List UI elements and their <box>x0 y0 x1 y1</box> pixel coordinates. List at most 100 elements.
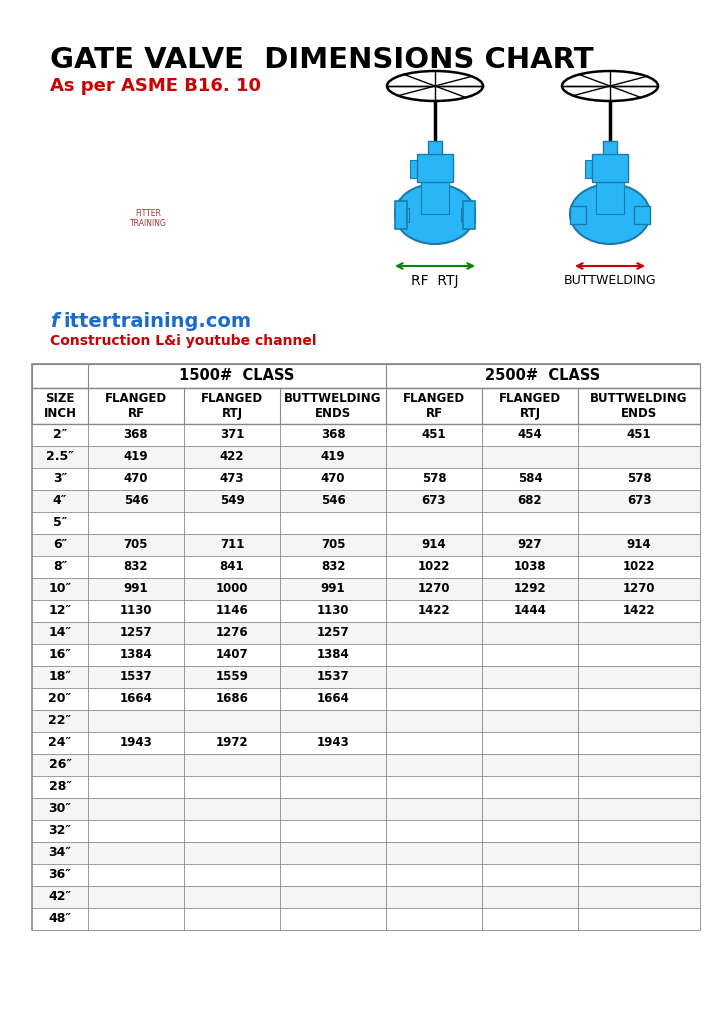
Bar <box>32 468 700 490</box>
Bar <box>603 141 617 156</box>
Text: 34″: 34″ <box>49 847 72 859</box>
Text: 1664: 1664 <box>119 692 153 706</box>
Text: 371: 371 <box>220 428 244 441</box>
Text: 20″: 20″ <box>49 692 72 706</box>
Text: 1537: 1537 <box>316 671 349 683</box>
Text: 705: 705 <box>321 539 345 552</box>
Bar <box>32 864 700 886</box>
Bar <box>32 754 700 776</box>
Bar <box>410 160 417 178</box>
Text: 473: 473 <box>220 472 244 485</box>
Text: 454: 454 <box>518 428 542 441</box>
Text: 10″: 10″ <box>49 583 72 596</box>
Text: BUTTWELDING: BUTTWELDING <box>564 274 657 287</box>
Text: 546: 546 <box>124 495 148 508</box>
Text: 841: 841 <box>219 560 244 573</box>
Text: ittertraining.com: ittertraining.com <box>63 312 251 331</box>
Bar <box>395 201 407 229</box>
Text: 914: 914 <box>627 539 652 552</box>
Text: 422: 422 <box>220 451 244 464</box>
Text: 28″: 28″ <box>49 780 72 794</box>
Text: FITTER
TRAINING: FITTER TRAINING <box>130 209 167 228</box>
Text: 991: 991 <box>321 583 345 596</box>
Text: As per ASME B16. 10: As per ASME B16. 10 <box>50 77 261 95</box>
Text: 451: 451 <box>421 428 446 441</box>
Text: 26″: 26″ <box>49 759 72 771</box>
Text: 1146: 1146 <box>216 604 248 617</box>
Text: 5″: 5″ <box>53 516 67 529</box>
Text: 32″: 32″ <box>49 824 72 838</box>
Text: 1130: 1130 <box>119 604 152 617</box>
Text: 48″: 48″ <box>49 912 72 926</box>
Bar <box>32 388 700 424</box>
Text: 4″: 4″ <box>53 495 67 508</box>
Text: 36″: 36″ <box>49 868 72 882</box>
Ellipse shape <box>570 184 650 244</box>
Text: 2500#  CLASS: 2500# CLASS <box>485 369 601 384</box>
Bar <box>32 424 700 446</box>
Text: 368: 368 <box>321 428 345 441</box>
Text: 1257: 1257 <box>316 627 349 640</box>
Bar <box>428 141 442 156</box>
Text: 991: 991 <box>124 583 148 596</box>
Text: 832: 832 <box>124 560 148 573</box>
Text: 470: 470 <box>321 472 345 485</box>
Text: 368: 368 <box>124 428 148 441</box>
Bar <box>32 842 700 864</box>
Bar <box>32 600 700 622</box>
Text: FLANGED
RTJ: FLANGED RTJ <box>499 392 561 420</box>
Bar <box>32 578 700 600</box>
Text: 1257: 1257 <box>119 627 152 640</box>
Text: 711: 711 <box>220 539 244 552</box>
Bar <box>32 776 700 798</box>
Bar <box>395 208 409 222</box>
Text: 673: 673 <box>627 495 652 508</box>
Text: 1686: 1686 <box>216 692 248 706</box>
Text: 1270: 1270 <box>418 583 450 596</box>
Bar <box>446 160 453 178</box>
Text: 1276: 1276 <box>216 627 248 640</box>
Text: 30″: 30″ <box>49 803 72 815</box>
Text: 914: 914 <box>421 539 446 552</box>
Text: 8″: 8″ <box>53 560 67 573</box>
Text: 1422: 1422 <box>418 604 450 617</box>
Bar <box>32 364 700 388</box>
Text: 42″: 42″ <box>49 891 72 903</box>
Text: 705: 705 <box>124 539 148 552</box>
Text: 470: 470 <box>124 472 148 485</box>
Text: Construction L&i youtube channel: Construction L&i youtube channel <box>50 334 316 348</box>
Bar <box>32 820 700 842</box>
Bar <box>417 154 453 182</box>
Bar <box>621 160 628 178</box>
Text: 22″: 22″ <box>49 715 72 727</box>
Text: 1022: 1022 <box>623 560 655 573</box>
Bar <box>32 622 700 644</box>
Text: 1384: 1384 <box>316 648 350 662</box>
Text: 1407: 1407 <box>216 648 248 662</box>
Text: 18″: 18″ <box>49 671 72 683</box>
Text: 1972: 1972 <box>216 736 248 750</box>
Text: 546: 546 <box>321 495 345 508</box>
Text: 1500#  CLASS: 1500# CLASS <box>180 369 295 384</box>
Text: 451: 451 <box>627 428 652 441</box>
Text: 1943: 1943 <box>316 736 350 750</box>
Text: RF  RTJ: RF RTJ <box>411 274 459 288</box>
Text: 578: 578 <box>627 472 652 485</box>
Text: 1292: 1292 <box>514 583 547 596</box>
Text: 927: 927 <box>518 539 542 552</box>
Text: FLANGED
RF: FLANGED RF <box>105 392 167 420</box>
Text: 2″: 2″ <box>53 428 67 441</box>
Text: 3″: 3″ <box>53 472 67 485</box>
Bar <box>32 710 700 732</box>
Text: 1000: 1000 <box>216 583 248 596</box>
Text: 1384: 1384 <box>119 648 152 662</box>
Text: FLANGED
RTJ: FLANGED RTJ <box>201 392 263 420</box>
Text: 1130: 1130 <box>317 604 349 617</box>
Text: 1537: 1537 <box>119 671 152 683</box>
Text: 419: 419 <box>124 451 148 464</box>
Text: 832: 832 <box>321 560 345 573</box>
Bar <box>463 201 475 229</box>
Text: 578: 578 <box>421 472 446 485</box>
Bar <box>32 908 700 930</box>
Bar <box>634 206 650 224</box>
